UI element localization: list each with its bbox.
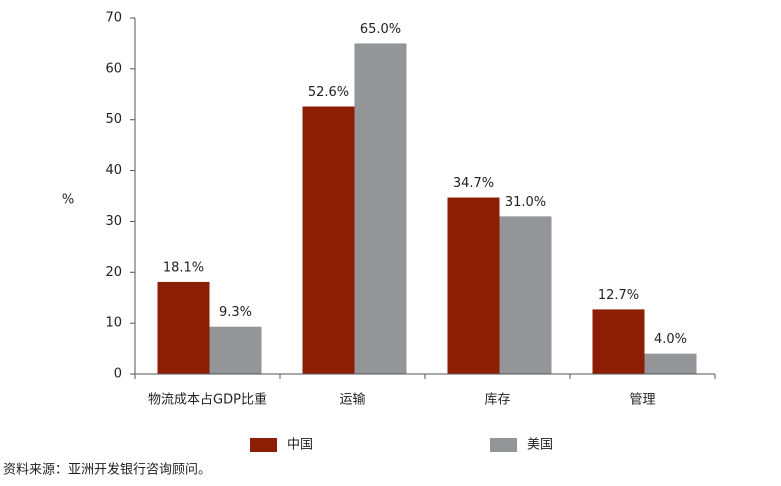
- legend-swatch: [490, 438, 517, 452]
- y-tick-label: 10: [105, 316, 122, 331]
- x-tick-label: 管理: [629, 393, 655, 408]
- legend-label: 美国: [527, 438, 553, 453]
- bar: [157, 281, 210, 374]
- source-note: 资料来源：亚洲开发银行咨询顾问。: [3, 462, 211, 478]
- legend-swatch: [250, 438, 277, 452]
- value-label: 65.0%: [360, 22, 401, 37]
- value-label: 12.7%: [598, 288, 639, 303]
- y-tick-label: 0: [114, 367, 122, 382]
- value-label: 31.0%: [505, 195, 546, 210]
- bar: [592, 309, 645, 374]
- bar: [644, 353, 697, 374]
- y-tick-label: 50: [105, 112, 122, 127]
- y-tick-label: 70: [105, 11, 122, 26]
- y-tick-label: 60: [105, 61, 122, 76]
- value-label: 52.6%: [308, 85, 349, 100]
- bar: [354, 43, 407, 375]
- bar: [302, 106, 355, 375]
- value-label: 34.7%: [453, 176, 494, 191]
- x-tick-label: 库存: [484, 392, 510, 408]
- bar: [499, 216, 552, 374]
- bar: [209, 326, 262, 374]
- x-tick-label: 运输: [339, 392, 365, 408]
- x-tick-label: 物流成本占GDP比重: [148, 392, 267, 408]
- value-label: 18.1%: [163, 260, 204, 275]
- y-axis-label: %: [62, 193, 74, 208]
- value-label: 9.3%: [219, 305, 252, 320]
- y-tick-label: 40: [105, 163, 122, 178]
- value-label: 4.0%: [654, 332, 687, 347]
- y-tick-label: 20: [105, 265, 122, 280]
- y-tick-label: 30: [105, 214, 122, 229]
- legend-label: 中国: [287, 438, 313, 453]
- bar: [447, 197, 500, 374]
